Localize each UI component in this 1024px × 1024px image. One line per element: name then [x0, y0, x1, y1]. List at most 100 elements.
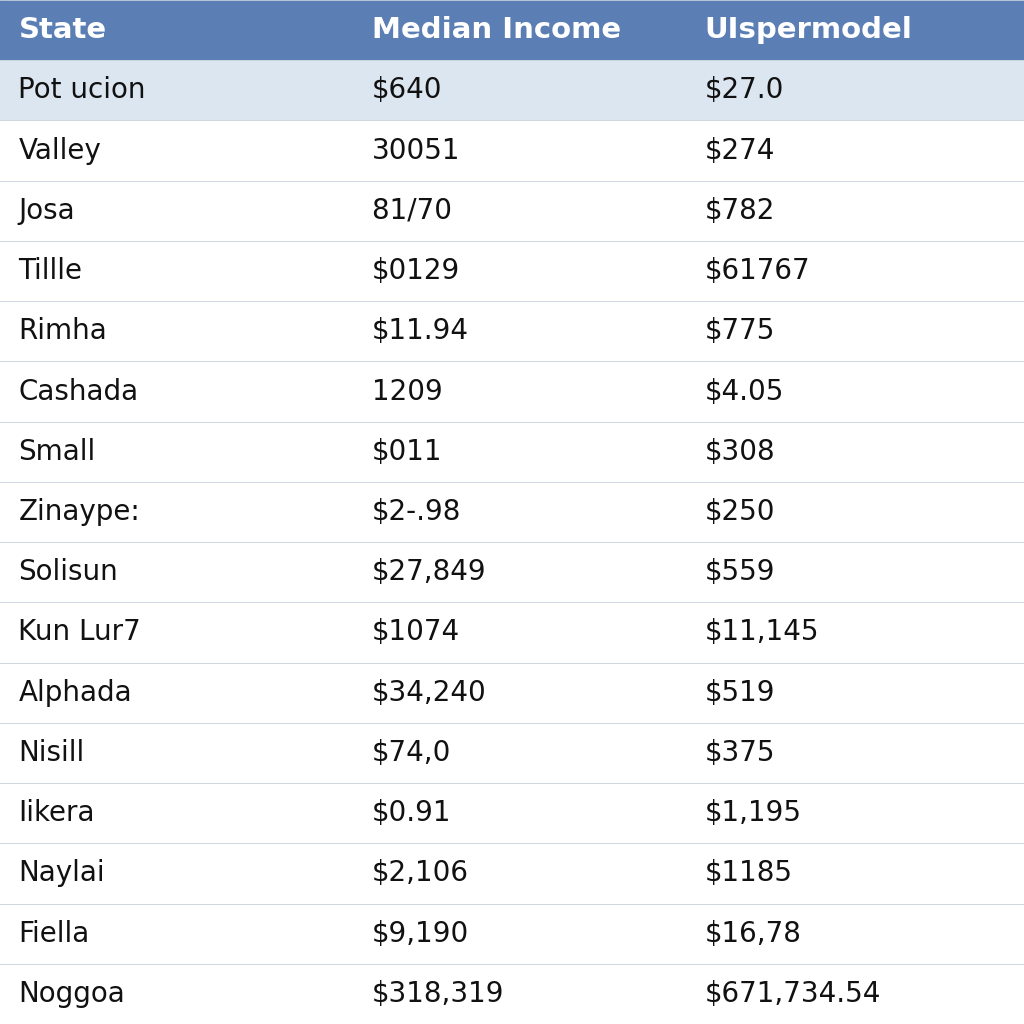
Text: $9,190: $9,190 [372, 920, 469, 947]
Text: $250: $250 [705, 498, 775, 526]
Text: Nisill: Nisill [18, 739, 85, 767]
Bar [353, 60, 686, 121]
Bar [0, 422, 353, 482]
Bar [0, 361, 353, 422]
Text: Small: Small [18, 438, 95, 466]
Bar [0, 602, 353, 663]
Text: $274: $274 [705, 136, 775, 165]
Bar [353, 903, 686, 964]
Bar [0, 301, 353, 361]
Bar [353, 844, 686, 903]
Bar [0, 121, 353, 180]
Text: $27,849: $27,849 [372, 558, 486, 586]
Text: UIspermodel: UIspermodel [705, 16, 912, 44]
Bar [353, 663, 686, 723]
Text: $1074: $1074 [372, 618, 460, 646]
Text: Noggoa: Noggoa [18, 980, 125, 1008]
Bar [353, 602, 686, 663]
Text: $27.0: $27.0 [705, 77, 784, 104]
Bar [353, 180, 686, 241]
Text: $011: $011 [372, 438, 442, 466]
Bar [0, 844, 353, 903]
Text: $74,0: $74,0 [372, 739, 452, 767]
Text: Rimha: Rimha [18, 317, 108, 345]
Bar [353, 964, 686, 1024]
Text: Fiella: Fiella [18, 920, 90, 947]
Bar [686, 542, 1024, 602]
Bar [686, 121, 1024, 180]
Bar [0, 663, 353, 723]
Text: ​81/70: ​81/70 [372, 197, 452, 225]
Text: $2-.98: $2-.98 [372, 498, 461, 526]
Bar [686, 783, 1024, 844]
Bar [353, 241, 686, 301]
Bar [353, 542, 686, 602]
Text: Cashada: Cashada [18, 378, 138, 406]
Text: $519: $519 [705, 679, 775, 707]
Text: $559: $559 [705, 558, 775, 586]
Bar [0, 903, 353, 964]
Text: $1,195: $1,195 [705, 799, 802, 827]
Bar [686, 301, 1024, 361]
Bar [686, 361, 1024, 422]
Bar [0, 964, 353, 1024]
Bar [0, 783, 353, 844]
Bar [686, 964, 1024, 1024]
Bar [353, 361, 686, 422]
Bar [686, 663, 1024, 723]
Text: $318,319: $318,319 [372, 980, 504, 1008]
Bar [686, 422, 1024, 482]
Text: Iikera: Iikera [18, 799, 95, 827]
Bar [353, 482, 686, 542]
Text: Zinaype:: Zinaype: [18, 498, 140, 526]
Text: Valley: Valley [18, 136, 101, 165]
Bar [0, 0, 353, 60]
Bar [353, 723, 686, 783]
Text: Josa: Josa [18, 197, 75, 225]
Bar [686, 723, 1024, 783]
Text: $1185: $1185 [705, 859, 793, 888]
Text: State: State [18, 16, 106, 44]
Text: $0.91: $0.91 [372, 799, 452, 827]
Bar [353, 783, 686, 844]
Bar [0, 723, 353, 783]
Text: $640: $640 [372, 77, 442, 104]
Text: $34,240: $34,240 [372, 679, 486, 707]
Text: $671,734.54: $671,734.54 [705, 980, 881, 1008]
Bar [0, 180, 353, 241]
Text: Alphada: Alphada [18, 679, 132, 707]
Text: Solisun: Solisun [18, 558, 118, 586]
Text: $16,78: $16,78 [705, 920, 802, 947]
Bar [353, 121, 686, 180]
Text: $11.94: $11.94 [372, 317, 469, 345]
Bar [686, 180, 1024, 241]
Text: Median Income: Median Income [372, 16, 621, 44]
Bar [0, 542, 353, 602]
Text: 30051: 30051 [372, 136, 460, 165]
Bar [686, 844, 1024, 903]
Text: $782: $782 [705, 197, 775, 225]
Bar [686, 60, 1024, 121]
Bar [353, 422, 686, 482]
Bar [686, 602, 1024, 663]
Text: $11,145: $11,145 [705, 618, 819, 646]
Text: Kun Lur7: Kun Lur7 [18, 618, 141, 646]
Bar [686, 241, 1024, 301]
Text: Tillle: Tillle [18, 257, 82, 285]
Text: $375: $375 [705, 739, 775, 767]
Text: Naylai: Naylai [18, 859, 105, 888]
Bar [0, 60, 353, 121]
Text: $4.05: $4.05 [705, 378, 784, 406]
Bar [353, 0, 686, 60]
Bar [686, 482, 1024, 542]
Bar [686, 903, 1024, 964]
Text: $0129: $0129 [372, 257, 460, 285]
Text: 1209: 1209 [372, 378, 442, 406]
Bar [353, 301, 686, 361]
Text: $775: $775 [705, 317, 775, 345]
Text: $308: $308 [705, 438, 775, 466]
Bar [0, 482, 353, 542]
Bar [0, 241, 353, 301]
Text: $2,106: $2,106 [372, 859, 469, 888]
Bar [686, 0, 1024, 60]
